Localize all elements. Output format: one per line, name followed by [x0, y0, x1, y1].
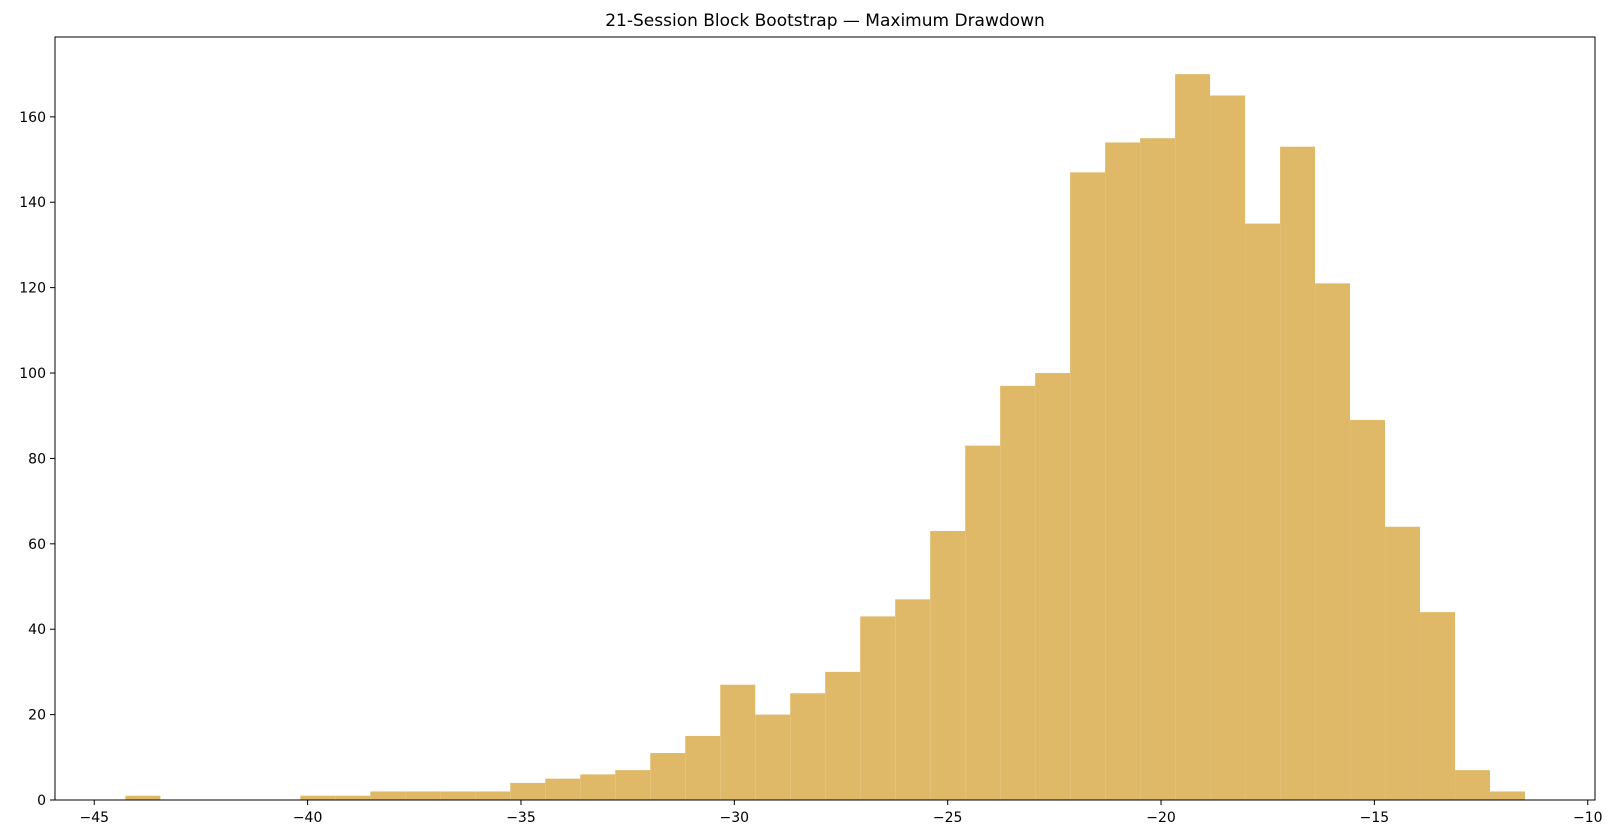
y-tick-label: 0 — [37, 793, 46, 809]
x-tick-label: −15 — [1360, 810, 1390, 826]
y-tick-label: 60 — [28, 537, 46, 553]
y-tick-label: 40 — [28, 622, 46, 638]
bar — [1350, 419, 1386, 800]
y-tick-label: 160 — [19, 110, 46, 126]
x-tick-label: −20 — [1146, 810, 1176, 826]
bar — [1070, 172, 1106, 800]
x-tick-label: −25 — [933, 810, 963, 826]
x-tick-label: −35 — [506, 810, 536, 826]
bar — [615, 770, 651, 800]
bar — [1210, 95, 1246, 801]
y-tick-label: 120 — [19, 281, 46, 297]
bar — [300, 795, 336, 800]
bar — [1245, 223, 1281, 800]
bar — [965, 445, 1001, 800]
bar — [720, 684, 756, 800]
bar — [825, 671, 861, 800]
x-tick-label: −40 — [293, 810, 323, 826]
bar — [1455, 770, 1491, 800]
bar — [1490, 791, 1526, 800]
bar — [580, 774, 616, 800]
bar — [405, 791, 441, 800]
bar — [1420, 612, 1456, 800]
chart-title: 21-Session Block Bootstrap — Maximum Dra… — [605, 11, 1045, 31]
bar — [895, 599, 931, 800]
y-tick-label: 20 — [28, 708, 46, 724]
bar — [1385, 526, 1421, 800]
bar — [930, 531, 966, 800]
bar — [790, 693, 826, 800]
y-tick-label: 100 — [19, 366, 46, 382]
bar — [1140, 138, 1176, 800]
bar — [1105, 142, 1141, 801]
bar — [755, 714, 791, 800]
plot-frame — [54, 36, 1596, 801]
bar — [335, 795, 371, 800]
x-tick-label: −10 — [1573, 810, 1603, 826]
bar — [860, 616, 896, 800]
bar — [510, 782, 546, 800]
bar — [1000, 385, 1036, 800]
x-tick-label: −45 — [79, 810, 109, 826]
bar — [440, 791, 476, 800]
y-tick-label: 140 — [19, 195, 46, 211]
bar — [1035, 373, 1071, 800]
bar — [545, 778, 581, 800]
bar — [650, 753, 686, 800]
y-tick-label: 80 — [28, 451, 46, 467]
bar — [475, 791, 511, 800]
x-tick-label: −30 — [720, 810, 750, 826]
bar — [1280, 146, 1316, 801]
bar — [685, 735, 721, 800]
bar — [125, 795, 161, 800]
bar — [1175, 74, 1211, 801]
bar — [370, 791, 406, 800]
bar — [1315, 283, 1351, 801]
